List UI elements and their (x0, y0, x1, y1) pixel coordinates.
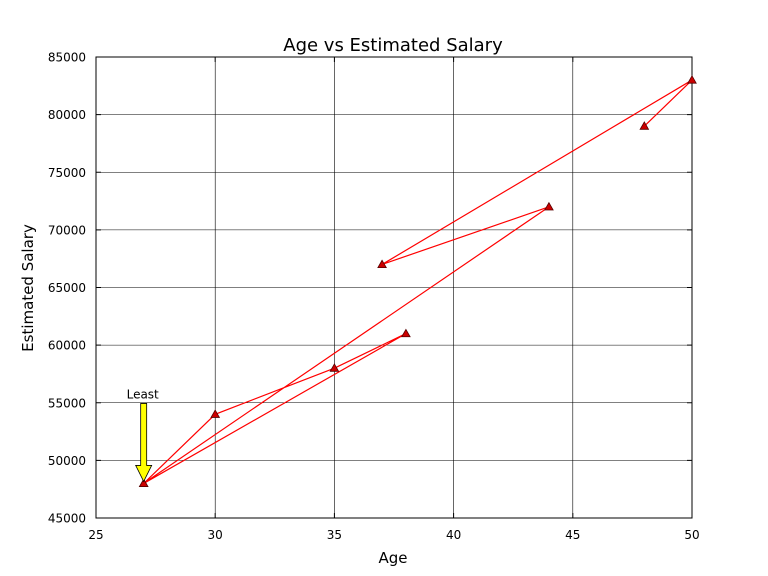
x-axis-label: Age (378, 549, 407, 567)
data-point (401, 328, 411, 338)
x-tick-label: 25 (88, 528, 103, 542)
chart-title: Age vs Estimated Salary (283, 35, 503, 56)
annotation-arrow (135, 403, 153, 483)
x-tick-label: 35 (327, 528, 342, 542)
data-point (138, 478, 149, 487)
y-tick-label: 45000 (48, 512, 86, 526)
x-tick-label: 45 (565, 528, 580, 542)
y-tick-label: 80000 (48, 108, 86, 122)
axis-ticks: 25 30 35 40 45 50 45000 50000 55000 60000 65000 700… (48, 51, 700, 543)
x-tick-label: 30 (208, 528, 223, 542)
y-axis-label: Estimated Salary (19, 224, 37, 352)
y-tick-label: 50000 (48, 454, 86, 468)
data-point (639, 121, 650, 130)
y-tick-label: 75000 (48, 166, 86, 180)
data-point (544, 201, 554, 211)
y-tick-label: 70000 (48, 223, 86, 237)
data-point (329, 363, 340, 372)
data-point (687, 75, 697, 84)
data-point (210, 409, 221, 418)
series (138, 75, 697, 487)
annotation-label: Least (127, 387, 159, 401)
data-point (377, 259, 387, 269)
x-tick-label: 50 (684, 528, 699, 542)
y-tick-label: 60000 (48, 339, 86, 353)
y-tick-label: 65000 (48, 281, 86, 295)
y-tick-label: 55000 (48, 396, 86, 410)
y-tick-label: 85000 (48, 51, 86, 65)
x-tick-label: 40 (446, 528, 461, 542)
annotations: Least (127, 387, 159, 483)
